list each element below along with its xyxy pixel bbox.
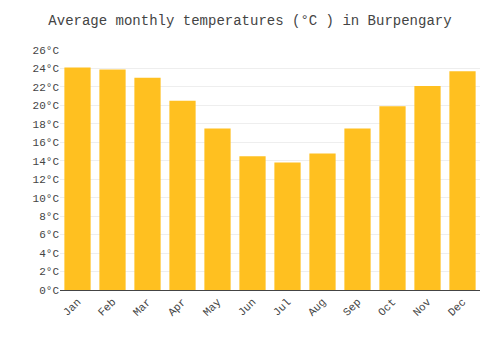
- svg-text:Nov: Nov: [411, 296, 434, 319]
- svg-text:4°C: 4°C: [39, 248, 59, 260]
- svg-text:16°C: 16°C: [33, 137, 60, 149]
- svg-text:Oct: Oct: [376, 296, 398, 318]
- svg-text:18°C: 18°C: [33, 119, 60, 131]
- svg-text:6°C: 6°C: [39, 229, 59, 241]
- svg-text:Jan: Jan: [61, 296, 83, 318]
- svg-text:22°C: 22°C: [33, 82, 60, 94]
- svg-text:Jun: Jun: [236, 296, 258, 318]
- svg-text:May: May: [201, 296, 224, 319]
- svg-text:10°C: 10°C: [33, 193, 60, 205]
- svg-text:26°C: 26°C: [33, 45, 60, 57]
- svg-text:14°C: 14°C: [33, 156, 60, 168]
- svg-text:Apr: Apr: [166, 296, 188, 318]
- svg-text:Average monthly temperatures (: Average monthly temperatures (°C ) in Bu…: [48, 13, 451, 29]
- svg-text:Jul: Jul: [271, 296, 293, 318]
- svg-text:8°C: 8°C: [39, 211, 59, 223]
- svg-text:Dec: Dec: [446, 296, 468, 318]
- svg-text:Mar: Mar: [131, 296, 153, 318]
- svg-text:Sep: Sep: [341, 296, 363, 318]
- svg-text:20°C: 20°C: [33, 100, 60, 112]
- svg-text:Feb: Feb: [96, 296, 118, 318]
- svg-text:Aug: Aug: [306, 296, 328, 318]
- svg-text:2°C: 2°C: [39, 266, 59, 278]
- svg-text:0°C: 0°C: [39, 285, 59, 297]
- svg-text:12°C: 12°C: [33, 174, 60, 186]
- svg-text:24°C: 24°C: [33, 63, 60, 75]
